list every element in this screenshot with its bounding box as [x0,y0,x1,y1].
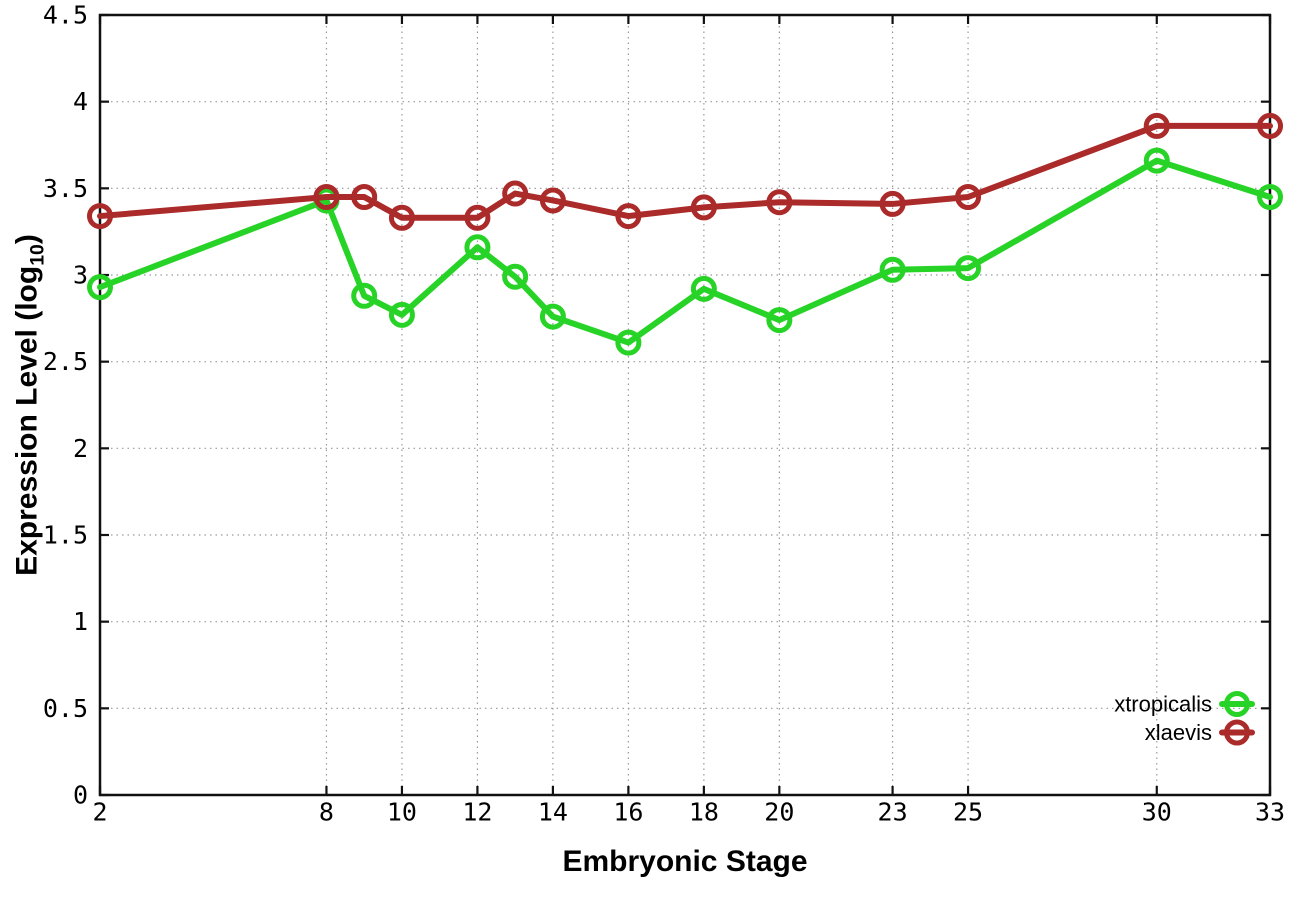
data-point-xtropicalis [351,282,378,309]
y-axis-title: Expression Level (log10) [11,234,50,576]
y-axis-title-close: ) [10,234,44,245]
x-tick-label: 18 [689,798,719,827]
data-point-xlaevis [1257,112,1283,139]
y-tick-label: 0 [73,781,88,810]
legend-label-xtropicalis: xtropicalis [1114,692,1212,717]
data-point-xtropicalis [766,307,793,334]
y-tick-label: 2.5 [43,347,88,376]
y-tick-label: 1.5 [43,521,88,550]
data-point-xlaevis [502,180,529,207]
x-tick-label: 12 [462,798,492,827]
y-tick-label: 3 [73,261,88,290]
legend-sample-marker-xlaevis [1224,719,1250,746]
x-tick-label: 30 [1142,798,1172,827]
data-point-xtropicalis [388,301,415,328]
data-point-xlaevis [87,203,113,230]
x-axis-title: Embryonic Stage [562,845,808,878]
legend-sample-marker-xtropicalis [1224,691,1250,717]
data-point-xlaevis [955,184,982,210]
data-point-xlaevis [1143,112,1170,139]
x-tick-label: 25 [953,798,983,827]
data-point-xtropicalis [615,329,642,356]
data-point-xlaevis [313,184,340,210]
data-point-xlaevis [615,203,642,230]
x-tick-label: 16 [613,798,643,827]
y-axis-title-text: Expression Level (log [10,265,44,576]
data-point-xtropicalis [1257,184,1283,210]
data-point-xlaevis [539,187,566,214]
data-point-xtropicalis [955,255,982,282]
data-point-xlaevis [464,204,491,231]
data-point-xlaevis [388,204,415,231]
data-point-xtropicalis [539,303,566,330]
data-point-xlaevis [690,194,717,221]
y-tick-label: 2 [73,434,88,463]
data-point-xtropicalis [87,274,113,301]
y-tick-label: 1 [73,607,88,636]
data-point-xtropicalis [464,234,491,261]
data-point-xtropicalis [879,256,906,283]
data-point-xlaevis [766,189,793,216]
y-axis-title-subscript: 10 [26,244,49,266]
x-tick-label: 8 [319,798,334,827]
plot-border [98,13,1272,797]
y-tick-label: 3.5 [43,174,88,203]
x-tick-label: 20 [764,798,794,827]
y-tick-label: 0.5 [43,694,88,723]
data-point-xtropicalis [1143,147,1170,174]
x-tick-label: 14 [538,798,568,827]
data-point-xtropicalis [502,263,529,290]
y-tick-label: 4.5 [43,1,88,30]
x-tick-label: 33 [1255,798,1285,827]
data-point-xtropicalis [690,275,717,302]
legend-label-xlaevis: xlaevis [1145,720,1212,745]
y-tick-label: 4 [73,87,88,116]
data-point-xlaevis [879,190,906,217]
x-tick-label: 10 [387,798,417,827]
x-tick-label: 2 [92,798,107,827]
data-point-xlaevis [351,184,378,210]
x-tick-label: 23 [878,798,908,827]
